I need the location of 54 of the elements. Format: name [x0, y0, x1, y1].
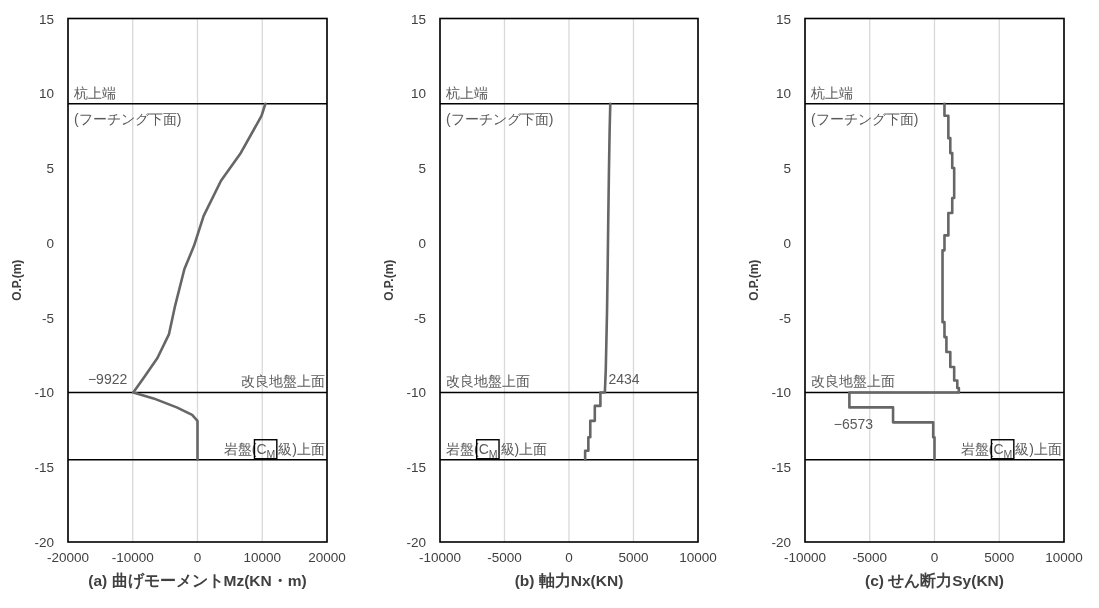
y-tick-label: 0 — [46, 235, 54, 251]
x-tick-label: 5000 — [984, 550, 1015, 565]
ref-line-label: 改良地盤上面 — [241, 373, 325, 390]
x-axis-title: (c) せん断力Sy(KN) — [865, 572, 1004, 589]
x-tick-label: -20000 — [46, 550, 90, 565]
x-axis-title: (b) 軸力Nx(KN) — [514, 572, 624, 589]
y-axis-title: O.P.(m) — [10, 259, 24, 301]
y-axis-title: O.P.(m) — [382, 259, 396, 301]
y-tick-label: 15 — [38, 11, 54, 27]
y-tick-label: 0 — [783, 235, 791, 251]
y-tick-label: 15 — [410, 11, 426, 27]
x-tick-label: 0 — [193, 550, 202, 565]
y-tick-label: 5 — [783, 161, 791, 177]
x-tick-label: 10000 — [243, 550, 282, 565]
y-tick-label: -10 — [771, 385, 791, 401]
y-tick-label: -15 — [771, 460, 791, 476]
ref-line-label: 杭上端 (フーチング下面) — [810, 84, 919, 127]
x-tick-label: -5000 — [852, 550, 888, 565]
y-tick-label: -20 — [406, 535, 426, 550]
y-tick-label: -15 — [406, 460, 426, 476]
ref-line-label: 杭上端 (フーチング下面) — [445, 84, 554, 127]
y-tick-label: -20 — [34, 535, 54, 550]
y-tick-label: -15 — [34, 460, 54, 476]
x-axis-title: (a) 曲げモーメントMz(KN・m) — [88, 572, 307, 590]
x-tick-label: 20000 — [308, 550, 346, 565]
x-tick-label: -10000 — [111, 550, 154, 565]
x-tick-label: 10000 — [679, 550, 717, 565]
annotation: −9922 — [87, 371, 128, 388]
x-tick-label: -5000 — [487, 550, 522, 565]
y-axis-title: O.P.(m) — [747, 259, 761, 301]
y-tick-label: -5 — [778, 310, 791, 326]
y-tick-label: 15 — [775, 11, 791, 27]
y-tick-label: 0 — [418, 235, 426, 251]
y-tick-label: -10 — [406, 385, 426, 401]
y-tick-label: 10 — [38, 86, 54, 102]
y-tick-label: -20 — [771, 535, 791, 550]
annotation: −6573 — [833, 416, 874, 433]
annotation: 2434 — [608, 371, 640, 388]
y-tick-label: 10 — [410, 86, 426, 102]
x-tick-label: -10000 — [418, 550, 462, 565]
x-tick-label: 0 — [565, 550, 573, 565]
y-tick-label: -10 — [34, 385, 54, 401]
x-tick-label: 0 — [930, 550, 939, 565]
y-tick-label: -5 — [413, 310, 426, 326]
ref-line-label: 改良地盤上面 — [811, 373, 895, 390]
y-tick-label: 5 — [418, 161, 426, 177]
x-tick-label: 10000 — [1045, 550, 1083, 565]
y-tick-label: -5 — [41, 310, 54, 326]
x-tick-label: 5000 — [618, 550, 649, 565]
ref-line-label: 改良地盤上面 — [446, 373, 530, 390]
y-tick-label: 10 — [775, 86, 791, 102]
ref-line-label: 杭上端 (フーチング下面) — [73, 84, 182, 127]
x-tick-label: -10000 — [783, 550, 827, 565]
y-tick-label: 5 — [46, 161, 54, 177]
